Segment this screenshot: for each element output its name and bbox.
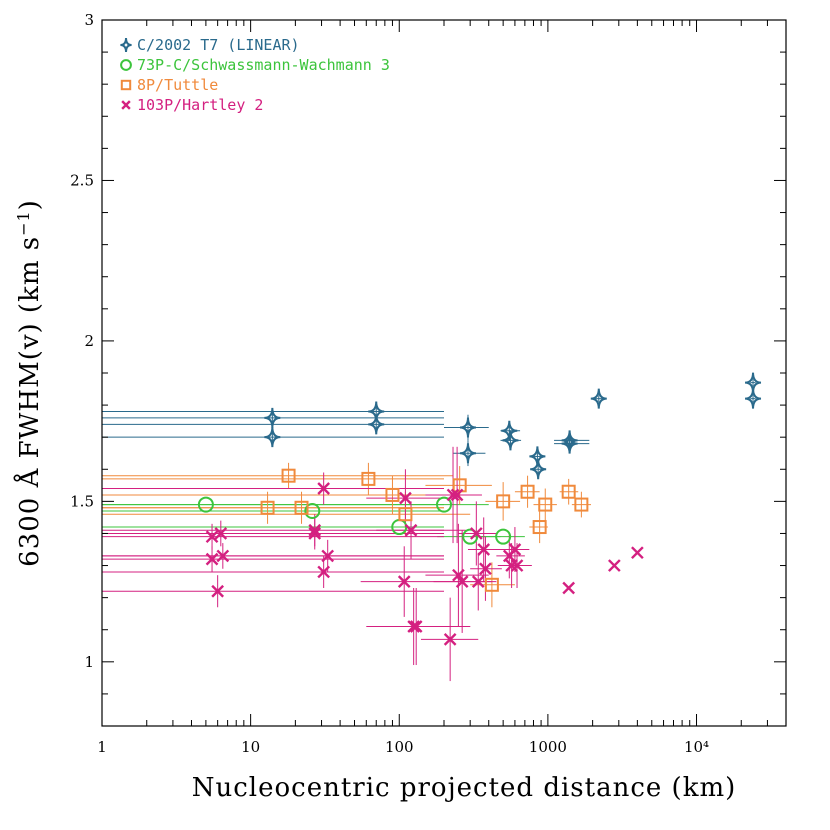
x-marker xyxy=(446,488,460,502)
x-tick-label: 10⁴ xyxy=(684,738,709,756)
x-marker xyxy=(205,552,219,566)
star-marker xyxy=(368,401,385,422)
x-tick-label: 1 xyxy=(97,738,107,756)
x-marker xyxy=(469,527,483,540)
circle-marker xyxy=(495,528,512,545)
circle-marker xyxy=(462,528,479,545)
x-marker xyxy=(477,543,491,556)
x-marker xyxy=(510,559,524,572)
square-marker xyxy=(294,500,309,515)
x-marker xyxy=(308,527,322,540)
square-marker xyxy=(484,577,499,592)
square-marker xyxy=(538,497,553,512)
star-marker xyxy=(368,414,385,435)
x-marker xyxy=(471,575,485,588)
x-marker xyxy=(308,523,322,537)
star-marker xyxy=(120,37,132,53)
x-marker xyxy=(397,575,411,588)
x-marker xyxy=(455,575,469,588)
x-marker xyxy=(450,488,464,502)
x-marker xyxy=(407,620,421,633)
axis-ticks xyxy=(101,19,787,727)
x-marker xyxy=(321,549,335,563)
x-tick-label: 10 xyxy=(241,738,260,756)
x-marker xyxy=(211,584,225,598)
square-marker xyxy=(120,79,132,91)
legend-label: 103P/Hartley 2 xyxy=(137,96,263,114)
square-marker xyxy=(574,497,589,512)
square-marker xyxy=(385,487,400,502)
x-marker xyxy=(607,559,621,572)
x-marker xyxy=(317,565,331,579)
y-tick-label: 3 xyxy=(84,11,94,29)
square-marker xyxy=(361,471,376,486)
x-marker xyxy=(479,562,492,576)
error-bars xyxy=(102,379,756,682)
axis-tick-labels: 1 10 100 1000 10⁴ 1 1.5 2 2.5 3 xyxy=(70,11,709,756)
x-marker xyxy=(216,549,230,563)
y-tick-label: 1 xyxy=(84,653,94,671)
x-axis-title: Nucleocentric projected distance (km) xyxy=(192,773,737,803)
x-marker xyxy=(317,482,331,495)
x-marker xyxy=(562,581,576,595)
circle-marker xyxy=(197,496,214,513)
x-marker xyxy=(399,491,412,505)
x-marker xyxy=(505,559,518,572)
star-marker xyxy=(459,443,477,464)
x-marker xyxy=(409,620,423,633)
y-tick-label: 2 xyxy=(84,332,94,350)
square-marker xyxy=(281,468,296,483)
legend-label: 73P-C/Schwassmann-Wachmann 3 xyxy=(137,56,390,74)
circle-marker xyxy=(436,496,452,513)
legend-label: 8P/Tuttle xyxy=(137,76,218,94)
square-marker xyxy=(496,494,511,509)
y-tick-label: 1.5 xyxy=(70,492,94,510)
y-axis-title-main: 6300 Å FWHM(v) (km s xyxy=(13,236,45,567)
x-marker xyxy=(443,633,457,646)
y-axis-title: 6300 Å FWHM(v) (km s−1) xyxy=(13,199,45,567)
square-marker xyxy=(561,484,576,499)
x-marker xyxy=(205,530,219,544)
x-marker xyxy=(404,523,418,537)
legend-label: C/2002 T7 (LINEAR) xyxy=(137,36,300,54)
star-marker xyxy=(561,433,578,454)
x-marker xyxy=(452,568,465,582)
square-marker xyxy=(520,484,535,499)
circle-marker xyxy=(120,59,132,71)
x-tick-label: 1000 xyxy=(529,738,567,756)
legend: C/2002 T7 (LINEAR) 73P-C/Schwassmann-Wach… xyxy=(120,36,390,114)
y-axis-title-end: ) xyxy=(15,199,45,210)
x-marker xyxy=(631,546,644,560)
square-marker xyxy=(260,500,275,515)
circle-marker xyxy=(304,502,321,519)
x-marker xyxy=(214,527,228,540)
square-marker xyxy=(532,520,547,535)
square-marker xyxy=(398,507,413,522)
plot-frame xyxy=(101,19,787,727)
x-tick-label: 100 xyxy=(385,738,414,756)
x-marker xyxy=(121,100,131,110)
data-markers xyxy=(197,372,762,646)
y-axis-title-sup: −1 xyxy=(14,210,33,236)
y-tick-label: 2.5 xyxy=(70,171,94,189)
x-marker xyxy=(508,543,522,556)
